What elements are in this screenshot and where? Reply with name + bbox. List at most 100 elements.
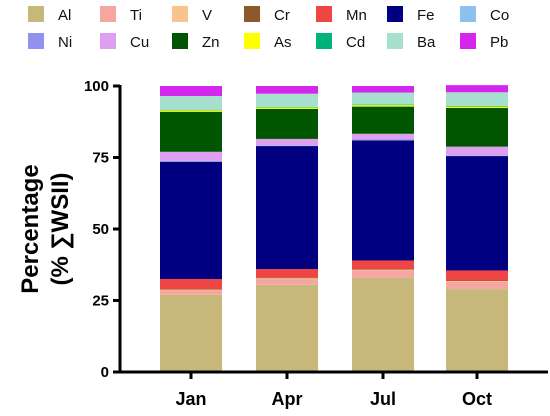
bar-segment-oct-zn: [446, 108, 508, 147]
bar-segment-jul-v: [352, 269, 414, 271]
bar-segment-jan-cd: [160, 109, 222, 111]
bar-segment-jul-fe: [352, 140, 414, 261]
bar-stack-oct: [446, 85, 508, 372]
bar-segment-jan-ni: [160, 160, 222, 162]
bar-segment-jan-pb: [160, 86, 222, 97]
x-tick-label-apr: Apr: [272, 389, 303, 409]
x-tick-label-jan: Jan: [175, 389, 206, 409]
bar-segment-apr-as: [256, 107, 318, 109]
bar-stack-apr: [256, 86, 318, 372]
bar-segment-jan-as: [160, 110, 222, 112]
x-tick-label-oct: Oct: [462, 389, 492, 409]
legend-label-cd: Cd: [346, 34, 365, 51]
legend-item-cu: Cu: [100, 33, 149, 51]
legend-swatch-co: [460, 6, 476, 22]
legend-label-co: Co: [490, 7, 509, 24]
y-tick-label-75: 75: [92, 150, 109, 167]
legend-label-ni: Ni: [58, 34, 72, 51]
bar-segment-apr-cd: [256, 106, 318, 108]
bar-segment-oct-cu: [446, 146, 508, 156]
bar-stack-jan: [160, 86, 222, 372]
y-axis-label: Percentage: [17, 164, 44, 293]
legend-label-pb: Pb: [490, 34, 508, 51]
y-tick-label-50: 50: [92, 221, 109, 238]
bars: [160, 85, 508, 372]
bar-segment-jan-cr: [160, 289, 222, 290]
bar-segment-jul-cr: [352, 269, 414, 270]
bar-segment-jul-pb: [352, 86, 414, 93]
legend-swatch-mn: [316, 6, 332, 22]
bar-segment-oct-fe: [446, 156, 508, 271]
bar-segment-jul-ni: [352, 139, 414, 141]
legend-swatch-cu: [100, 33, 116, 49]
legend-label-mn: Mn: [346, 7, 367, 24]
bar-segment-jul-zn: [352, 106, 414, 134]
bar-segment-oct-cr: [446, 280, 508, 282]
bar-segment-oct-cd: [446, 106, 508, 107]
bar-segment-jan-zn: [160, 111, 222, 152]
bar-segment-jan-mn: [160, 279, 222, 290]
bar-segment-oct-ti: [446, 281, 508, 290]
bar-segment-oct-mn: [446, 270, 508, 281]
bar-segment-oct-pb: [446, 85, 508, 93]
bar-segment-jan-cu: [160, 151, 222, 161]
legend-item-al: Al: [28, 6, 71, 24]
bar-segment-apr-pb: [256, 86, 318, 94]
legend-item-fe: Fe: [387, 6, 435, 24]
legend-label-cr: Cr: [274, 7, 290, 24]
legend-item-cd: Cd: [316, 33, 365, 51]
legend-label-ti: Ti: [130, 7, 142, 24]
legend-swatch-cr: [244, 6, 260, 22]
legend-swatch-as: [244, 33, 260, 49]
bar-segment-apr-cr: [256, 277, 318, 279]
bar-segment-apr-fe: [256, 146, 318, 270]
legend-item-pb: Pb: [460, 33, 508, 51]
legend: Al Ti V Cr Mn Fe Co Ni Cu Zn As Cd Ba Pb: [28, 6, 509, 51]
bar-segment-jul-ti: [352, 270, 414, 278]
legend-item-as: As: [244, 33, 292, 51]
bar-segment-oct-ni: [446, 155, 508, 156]
bar-segment-apr-al: [256, 284, 318, 372]
bar-segment-apr-ni: [256, 145, 318, 146]
legend-label-v: V: [202, 7, 212, 24]
legend-item-mn: Mn: [316, 6, 367, 24]
legend-item-ni: Ni: [28, 33, 72, 51]
bar-segment-oct-as: [446, 106, 508, 109]
y-tick-label-25: 25: [92, 293, 109, 310]
y-tick-label-0: 0: [101, 364, 109, 381]
bar-segment-jan-fe: [160, 161, 222, 280]
legend-swatch-pb: [460, 33, 476, 49]
legend-swatch-fe: [387, 6, 403, 22]
bar-segment-apr-v: [256, 278, 318, 280]
bar-segment-oct-ba: [446, 92, 508, 107]
bar-segment-oct-al: [446, 289, 508, 372]
bar-segment-jan-v: [160, 289, 222, 291]
legend-swatch-zn: [172, 33, 188, 49]
legend-item-zn: Zn: [172, 33, 220, 51]
legend-swatch-cd: [316, 33, 332, 49]
bar-segment-jan-ba: [160, 96, 222, 110]
bar-stack-jul: [352, 86, 414, 372]
bar-segment-jul-cd: [352, 104, 414, 106]
bar-segment-jan-al: [160, 294, 222, 372]
axes: 0 25 50 75 100 Jan Apr Jul Oct: [84, 78, 548, 409]
legend-label-cu: Cu: [130, 34, 149, 51]
legend-item-cr: Cr: [244, 6, 290, 24]
legend-item-co: Co: [460, 6, 509, 24]
bar-segment-apr-zn: [256, 108, 318, 139]
bar-segment-jul-mn: [352, 260, 414, 270]
legend-label-zn: Zn: [202, 34, 220, 51]
bar-segment-jul-al: [352, 277, 414, 372]
legend-item-ti: Ti: [100, 6, 142, 24]
legend-swatch-v: [172, 6, 188, 22]
bar-segment-oct-v: [446, 281, 508, 282]
bar-segment-apr-cu: [256, 138, 318, 146]
y-tick-label-100: 100: [84, 78, 109, 95]
legend-swatch-ba: [387, 33, 403, 49]
legend-swatch-al: [28, 6, 44, 22]
legend-label-al: Al: [58, 7, 71, 24]
bar-segment-jul-as: [352, 105, 414, 107]
y-axis-label-unit: (% ∑WSII): [47, 172, 74, 285]
